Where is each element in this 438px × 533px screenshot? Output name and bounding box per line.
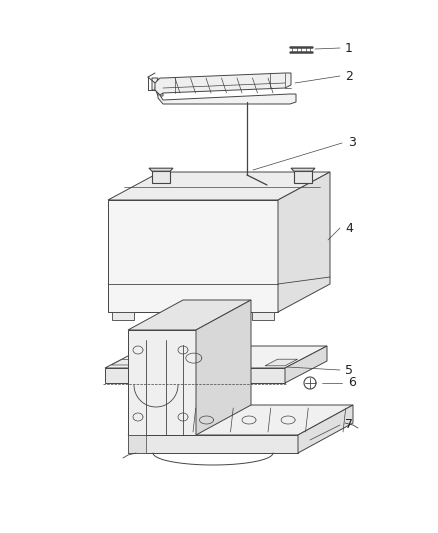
Polygon shape [152, 171, 170, 183]
Polygon shape [291, 168, 315, 171]
Polygon shape [112, 312, 134, 320]
Polygon shape [252, 312, 274, 320]
Polygon shape [128, 405, 353, 435]
Polygon shape [158, 92, 296, 104]
Text: 4: 4 [345, 222, 353, 235]
Polygon shape [108, 172, 330, 200]
Polygon shape [155, 73, 291, 95]
Polygon shape [278, 172, 330, 312]
Polygon shape [285, 346, 327, 383]
Text: 1: 1 [345, 42, 353, 54]
Polygon shape [152, 78, 163, 96]
Polygon shape [105, 368, 285, 383]
Polygon shape [105, 346, 327, 368]
Polygon shape [196, 300, 251, 435]
Polygon shape [128, 435, 146, 453]
Polygon shape [265, 359, 297, 366]
Polygon shape [294, 171, 312, 183]
Polygon shape [149, 168, 173, 171]
Text: 6: 6 [348, 376, 356, 390]
Polygon shape [298, 405, 353, 453]
Text: 5: 5 [345, 364, 353, 376]
Polygon shape [108, 200, 278, 312]
Polygon shape [111, 359, 152, 365]
Text: 3: 3 [348, 136, 356, 149]
Polygon shape [128, 300, 251, 330]
Polygon shape [128, 435, 298, 453]
Polygon shape [128, 330, 196, 435]
Text: 7: 7 [345, 418, 353, 432]
Text: 2: 2 [345, 69, 353, 83]
